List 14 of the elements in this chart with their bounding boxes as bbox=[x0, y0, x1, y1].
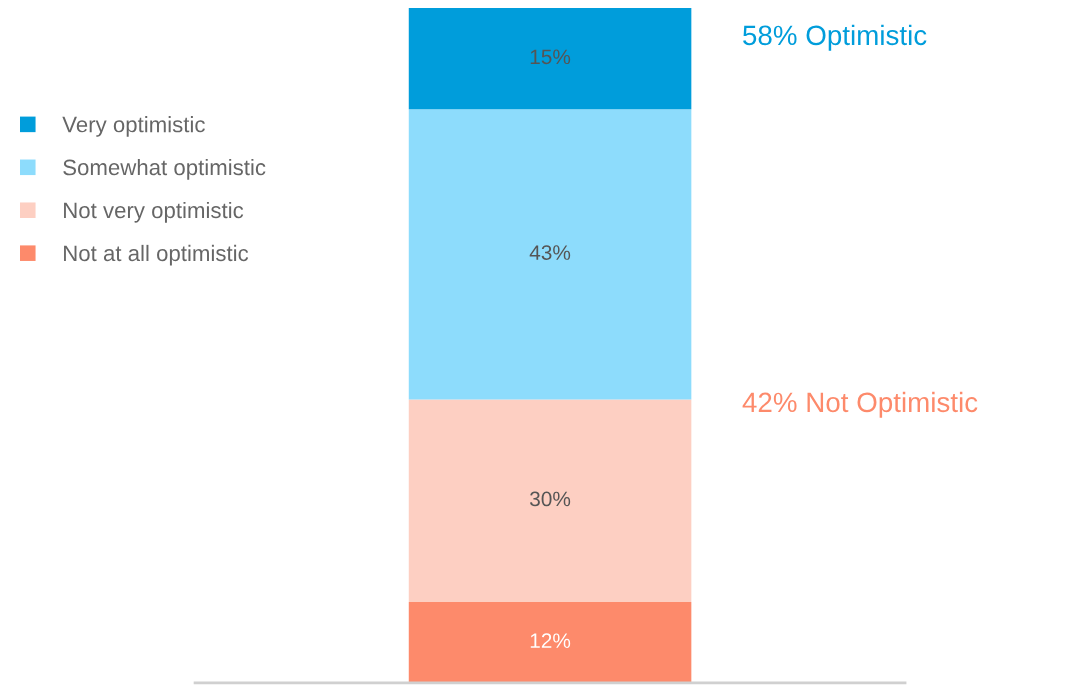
text: 42% Not Optimistic bbox=[742, 391, 978, 418]
data-label: 30% bbox=[530, 491, 571, 507]
data-label: 43% bbox=[529, 245, 571, 260]
legend-label: Not very optimistic bbox=[64, 201, 244, 223]
legend-label: Very optimistic bbox=[62, 116, 205, 137]
text: 58% Optimistic bbox=[743, 24, 927, 51]
bar bbox=[408, 109, 692, 400]
legend-label: Somewhat optimistic bbox=[63, 158, 266, 180]
data-label: 15% bbox=[530, 49, 571, 65]
bar bbox=[408, 7, 692, 110]
bar bbox=[408, 399, 692, 602]
legend-label: Not at all optimistic bbox=[64, 244, 249, 266]
data-label: 12% bbox=[530, 633, 571, 648]
bar bbox=[408, 601, 692, 683]
